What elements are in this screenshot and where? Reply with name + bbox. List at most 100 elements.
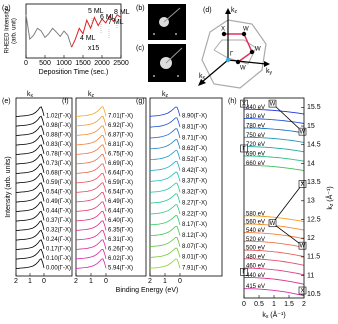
panel-label: (h) <box>228 98 237 105</box>
photon-energy-label: 780 eV <box>246 123 265 129</box>
spectrum <box>75 134 107 146</box>
spectrum-label: 7.91(Γ-X) <box>182 266 207 272</box>
spot <box>177 75 179 77</box>
y-tick-label: 13 <box>307 198 315 205</box>
y-axis-label: Intensity (arb. units) <box>5 156 12 217</box>
spectrum <box>15 134 45 146</box>
text: (Å⁻¹) <box>325 186 334 203</box>
spectrum <box>75 229 107 241</box>
y-tick-label: 10.5 <box>307 291 321 298</box>
spectrum-label: 8.62(Γ-X) <box>182 146 207 152</box>
axis-label: kz <box>88 91 95 99</box>
spectrum <box>75 125 107 136</box>
photon-energy-label: 810 eV <box>246 114 265 120</box>
spectrum-label: 5.94(Γ-X) <box>108 266 133 272</box>
y-axis-label: RHEED Intensity <box>5 8 11 53</box>
symmetry-point: W <box>268 219 277 227</box>
y-tick-label: 11.5 <box>307 254 320 261</box>
spectrum-label: 6.69(Γ-X) <box>108 161 133 167</box>
axis-label: ky <box>266 68 273 76</box>
ky-arrow <box>227 59 267 65</box>
x-tick-label: 2 <box>14 278 18 285</box>
text: z <box>92 93 95 99</box>
spectrum <box>149 247 181 258</box>
annotation: 6 ML <box>100 14 116 21</box>
point-box <box>298 127 307 136</box>
text: (Å⁻¹) <box>268 310 285 319</box>
spectrum-label: 6.81(Γ-X) <box>108 142 133 148</box>
point <box>241 31 247 37</box>
spectrum <box>15 106 45 117</box>
y-tick-label: 13.5 <box>307 179 321 186</box>
panel-label: (g) <box>136 98 145 105</box>
photon-energy-label: 460 eV <box>246 264 265 270</box>
panel-label: (f) <box>62 98 69 105</box>
x-tick-label: 1 <box>272 301 276 308</box>
text: k <box>162 91 166 98</box>
spectrum <box>75 210 107 222</box>
x-tick-label: 1000 <box>56 60 72 67</box>
text: x <box>266 314 269 320</box>
point-box <box>268 99 277 108</box>
plot-frame <box>75 97 147 277</box>
spectrum-label: 0.49(Γ-X) <box>46 199 71 205</box>
spectrum-label: 0.78(Γ-X) <box>46 152 71 158</box>
spectrum-label: 0.32(Γ-X) <box>46 228 71 234</box>
spectrum-label: 0.59(Γ-X) <box>46 180 71 186</box>
spectrum <box>75 106 107 117</box>
spectrum <box>149 237 181 247</box>
spectrum <box>15 144 45 155</box>
annotation: 8 ML <box>114 9 130 16</box>
point-label: X <box>300 182 304 188</box>
kz-cut <box>243 249 305 258</box>
spectrum-label: 8.42(Γ-X) <box>182 168 207 174</box>
point <box>235 59 241 65</box>
spectrum-label: 0.00(Γ-X) <box>46 266 71 272</box>
point-label: Γ <box>230 52 234 58</box>
kz-cut <box>244 146 305 153</box>
zone-outline <box>201 19 267 89</box>
photon-energy-label: 500 eV <box>246 246 265 252</box>
zone-boundary <box>272 222 303 246</box>
x-tick-label: 1 <box>89 278 93 285</box>
spectrum-label: 8.07(Γ-X) <box>182 244 207 250</box>
spectrum <box>15 182 45 193</box>
line <box>25 14 73 48</box>
symmetry-point: X <box>298 180 307 188</box>
text: x <box>203 75 206 81</box>
point-box <box>298 241 307 250</box>
spectrum-label: 0.73(Γ-X) <box>46 161 71 167</box>
spectrum <box>149 117 181 128</box>
panel-label: (c) <box>136 45 144 52</box>
symmetry-point: W <box>298 127 307 136</box>
spectrum-label: 6.54(Γ-X) <box>108 190 133 196</box>
spectrum <box>75 248 107 260</box>
spectrum <box>149 106 181 117</box>
kz-cut <box>244 164 305 172</box>
y-tick-label: 14.5 <box>307 142 321 149</box>
symmetry-point: W <box>298 241 307 250</box>
spot <box>153 33 155 35</box>
spectrum-label: 8.71(Γ-X) <box>182 135 207 141</box>
y-tick-label: 11 <box>307 272 314 279</box>
spectrum <box>15 163 45 174</box>
kz-cut <box>244 136 305 143</box>
spectrum <box>75 163 107 174</box>
spectrum <box>15 172 45 184</box>
spectrum-label: 0.24(Γ-X) <box>46 237 71 243</box>
text: k <box>231 7 235 14</box>
spectrum <box>149 139 181 150</box>
spot <box>153 75 155 77</box>
x-tick-label: 2 <box>148 278 152 285</box>
text: k <box>262 312 266 319</box>
panel-label: (b) <box>136 5 145 12</box>
spectrum <box>149 161 181 171</box>
x-axis-label: Deposition Time (sec.) <box>39 69 109 76</box>
x-tick-label: 1 <box>28 278 32 285</box>
arrow-head <box>264 61 270 67</box>
y-tick-label: 14 <box>307 160 315 167</box>
photon-energy-label: 720 eV <box>246 142 265 148</box>
spectrum-label: 6.02(Γ-X) <box>108 256 133 262</box>
spectrum-label: 0.98(Γ-X) <box>46 123 71 129</box>
